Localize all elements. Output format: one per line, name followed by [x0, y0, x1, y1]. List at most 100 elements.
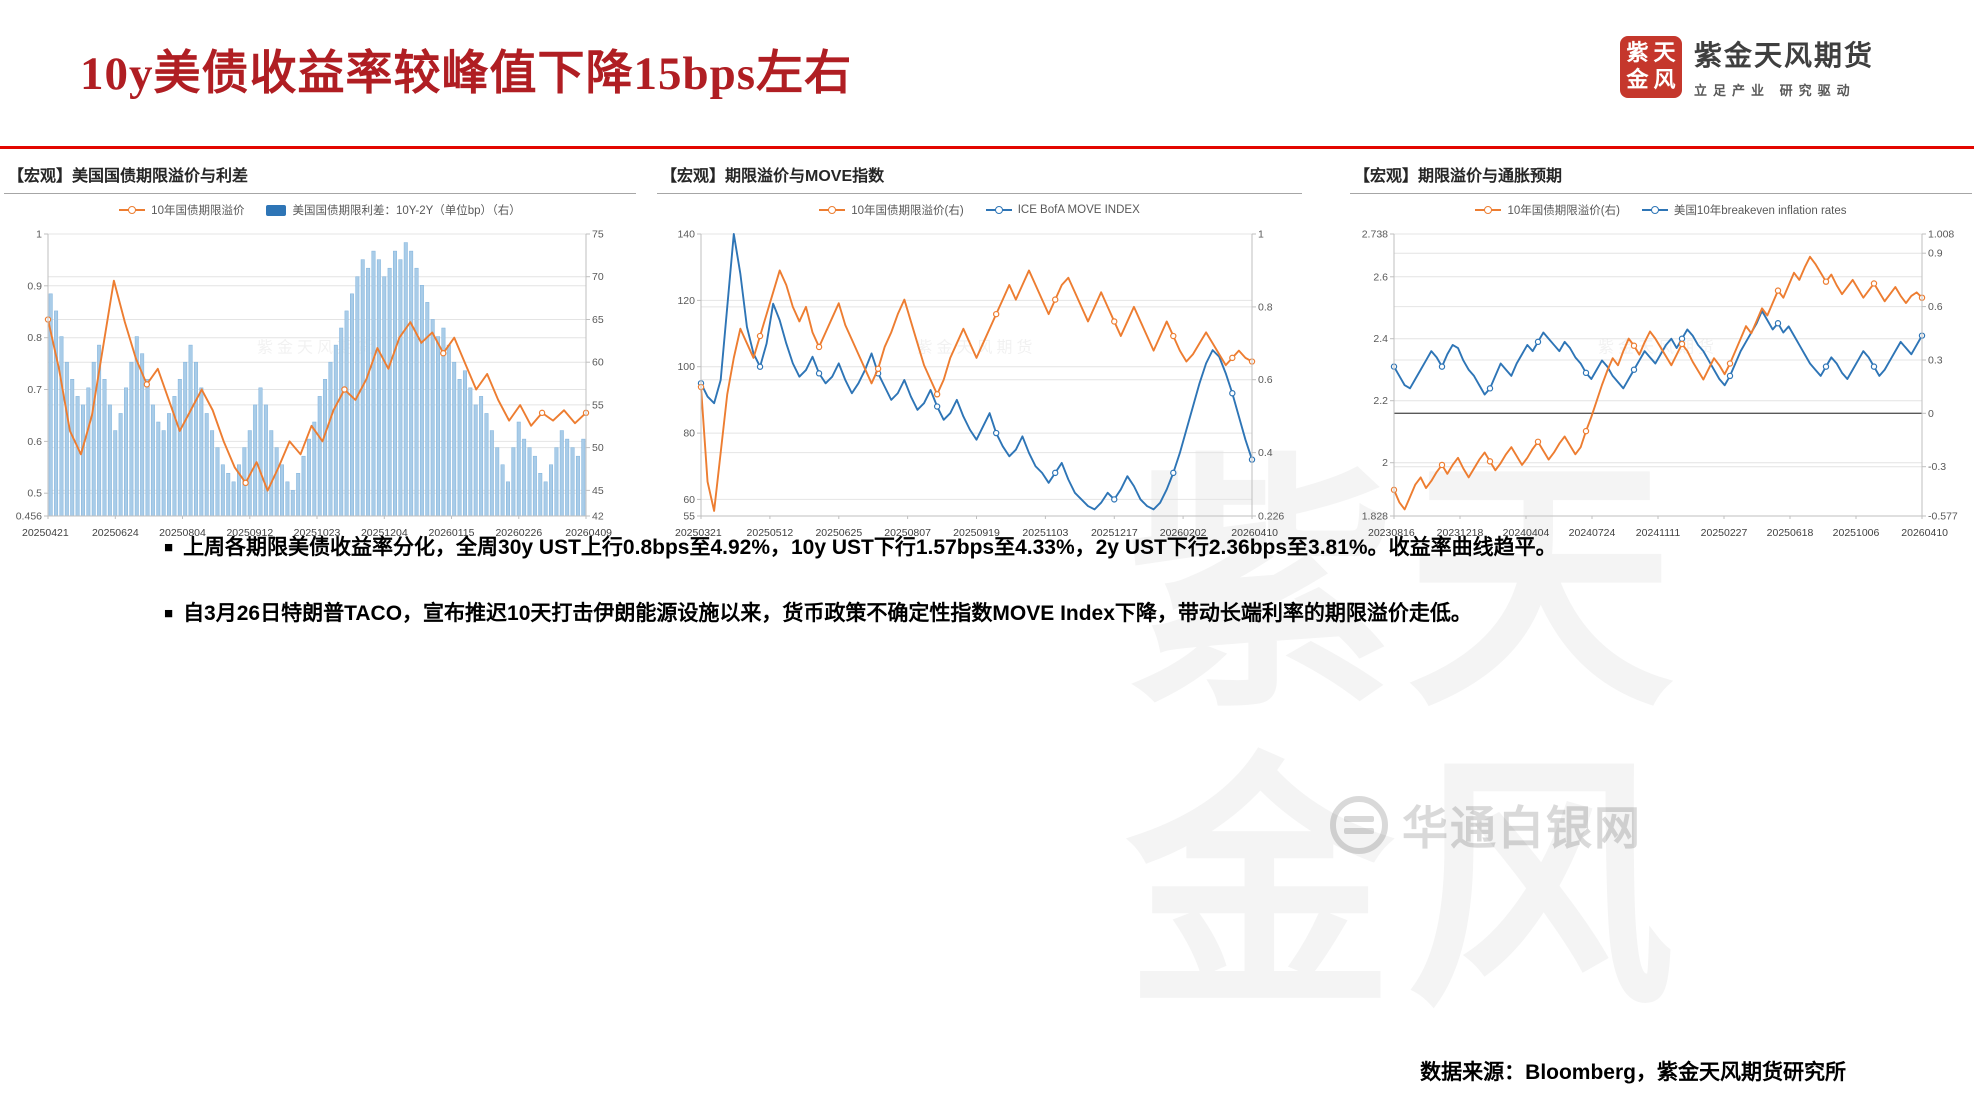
line-marker-icon [119, 205, 146, 214]
data-source-note: 数据来源：Bloomberg，紫金天风期货研究所 [1420, 1061, 1846, 1084]
svg-text:0.4: 0.4 [1258, 447, 1273, 459]
watermark-char: 金 [1120, 740, 1400, 1040]
svg-text:20251204: 20251204 [361, 527, 408, 539]
bar-marker-icon [266, 204, 287, 216]
svg-text:55: 55 [683, 511, 695, 523]
svg-text:0.7: 0.7 [27, 384, 42, 396]
svg-text:20250919: 20250919 [953, 527, 1000, 539]
svg-text:60: 60 [683, 494, 695, 506]
seal-char: 紫 [1626, 40, 1649, 65]
svg-text:20231218: 20231218 [1437, 527, 1484, 539]
svg-text:0.6: 0.6 [1258, 374, 1273, 386]
line-marker-icon [1641, 205, 1668, 214]
svg-text:20250625: 20250625 [815, 527, 862, 539]
svg-text:2.6: 2.6 [1373, 271, 1388, 283]
svg-text:42: 42 [592, 511, 604, 523]
bullet-item: ■ 上周各期限美债收益率分化，全周30y UST上行0.8bps至4.92%，1… [164, 534, 1844, 562]
legend-label: 10年国债期限溢价(右) [1507, 205, 1620, 217]
term-premium-spread-chart: 紫金天风期货 1 0.9 0.8 0.7 0.6 0.5 0.456 75 70 65 60 55 50 4… [16, 229, 612, 540]
chart-panel-term-premium-inflation: 【宏观】期限溢价与通胀预期 10年国债期限溢价(右) 美国10年breakeve… [1350, 158, 1972, 544]
svg-text:紫金天风期货: 紫金天风期货 [916, 338, 1036, 356]
svg-text:20251217: 20251217 [1091, 527, 1138, 539]
company-logo: 紫 天 金 风 紫金天风期货 立足产业 研究驱动 [1619, 34, 1874, 99]
svg-text:20230816: 20230816 [1368, 527, 1415, 539]
bullet-text: 自3月26日特朗普TACO，宣布推迟10天打击伊朗能源设施以来，货币政策不确定性… [183, 602, 1472, 625]
svg-text:-0.3: -0.3 [1928, 461, 1946, 473]
legend-item: 美国国债期限利差：10Y-2Y（单位bp）（右） [266, 202, 521, 218]
svg-text:20260410: 20260410 [1231, 527, 1278, 539]
svg-text:2: 2 [1382, 457, 1388, 469]
chart-panel-term-premium-spread: 【宏观】美国国债期限溢价与利差 10年国债期限溢价 美国国债期限利差：10Y-2… [4, 158, 636, 544]
brand-tagline: 立足产业 研究驱动 [1693, 83, 1856, 98]
svg-text:20251023: 20251023 [294, 527, 341, 539]
svg-text:0.9: 0.9 [27, 280, 42, 292]
svg-text:1: 1 [36, 229, 42, 241]
seal-char: 风 [1653, 67, 1676, 92]
svg-text:1.008: 1.008 [1928, 229, 1954, 241]
legend-label: 10年国债期限溢价(右) [851, 205, 964, 217]
term-premium-move-chart: 紫金天风期货 140 120 100 80 60 55 1 0.8 0.6 0.4 0.226 2025… [675, 229, 1284, 540]
company-seal-icon: 紫 天 金 风 [1619, 35, 1682, 98]
legend-label: 10年国债期限溢价 [151, 205, 245, 217]
svg-text:20251103: 20251103 [1022, 527, 1068, 539]
svg-text:75: 75 [592, 229, 604, 241]
line-marker-icon [1475, 205, 1502, 214]
legend-item: 10年国债期限溢价 [119, 202, 244, 218]
corner-watermark: 华通白银网 [1330, 792, 1642, 858]
svg-text:0.456: 0.456 [16, 511, 42, 523]
corner-watermark-text: 华通白银网 [1402, 802, 1642, 854]
svg-text:20250618: 20250618 [1767, 527, 1814, 539]
svg-text:20260202: 20260202 [1160, 527, 1207, 539]
svg-text:45: 45 [592, 485, 604, 497]
chart-title: 【宏观】期限溢价与MOVE指数 [657, 158, 1302, 194]
page-title: 10y美债收益率较峰值下降15bps左右 [80, 48, 853, 100]
legend-item: 美国10年breakeven inflation rates [1641, 202, 1847, 218]
svg-text:20251006: 20251006 [1833, 527, 1880, 539]
svg-text:20260410: 20260410 [1901, 527, 1948, 539]
corner-watermark-logo-icon [1330, 796, 1388, 854]
svg-text:0.5: 0.5 [27, 488, 42, 500]
chart-legend: 10年国债期限溢价(右) ICE BofA MOVE INDEX [657, 202, 1302, 218]
legend-label: 美国10年breakeven inflation rates [1673, 205, 1847, 217]
legend-label: 美国国债期限利差：10Y-2Y（单位bp）（右） [292, 205, 521, 217]
svg-text:80: 80 [683, 428, 695, 440]
svg-text:20260409: 20260409 [565, 527, 612, 539]
legend-item: 10年国债期限溢价(右) [1475, 202, 1620, 218]
brand-name: 紫金天风期货 [1693, 40, 1874, 71]
svg-text:2.4: 2.4 [1373, 333, 1388, 345]
watermark-char: 风 [1400, 740, 1680, 1040]
bullet-item: ■ 自3月26日特朗普TACO，宣布推迟10天打击伊朗能源设施以来，货币政策不确… [164, 600, 1844, 628]
chart-title: 【宏观】期限溢价与通胀预期 [1350, 158, 1972, 194]
chart-title: 【宏观】美国国债期限溢价与利差 [4, 158, 636, 194]
brand-text-block: 紫金天风期货 立足产业 研究驱动 [1694, 34, 1874, 99]
svg-text:1: 1 [1258, 229, 1264, 241]
svg-text:0.8: 0.8 [27, 332, 42, 344]
svg-text:0.3: 0.3 [1928, 355, 1943, 367]
svg-text:20250227: 20250227 [1701, 527, 1748, 539]
svg-text:100: 100 [677, 361, 695, 373]
term-premium-inflation-chart: 紫金天风期货2.7382.62.42.221.8281.0080.90.60.3… [1362, 229, 1958, 540]
svg-text:20260115: 20260115 [429, 527, 475, 539]
bullet-marker: ■ [164, 539, 174, 556]
svg-text:20250512: 20250512 [747, 527, 794, 539]
svg-text:20240724: 20240724 [1569, 527, 1616, 539]
svg-text:20260226: 20260226 [495, 527, 542, 539]
svg-text:55: 55 [592, 399, 604, 411]
line-marker-icon [819, 205, 846, 214]
legend-item: 10年国债期限溢价(右) [819, 202, 964, 218]
svg-text:紫金天风期货: 紫金天风期货 [257, 338, 377, 356]
svg-text:50: 50 [592, 442, 604, 454]
svg-text:20250804: 20250804 [159, 527, 206, 539]
svg-text:0: 0 [1928, 408, 1934, 420]
svg-text:20240404: 20240404 [1503, 527, 1550, 539]
svg-text:-0.577: -0.577 [1928, 511, 1958, 523]
header-divider [0, 146, 1974, 149]
chart-legend: 10年国债期限溢价(右) 美国10年breakeven inflation ra… [1350, 202, 1972, 218]
line-marker-icon [985, 205, 1012, 214]
svg-text:20250624: 20250624 [92, 527, 139, 539]
svg-text:120: 120 [677, 295, 695, 307]
svg-text:1.828: 1.828 [1362, 511, 1388, 523]
svg-text:20250912: 20250912 [226, 527, 273, 539]
svg-text:20250807: 20250807 [884, 527, 931, 539]
svg-text:20250321: 20250321 [675, 527, 722, 539]
